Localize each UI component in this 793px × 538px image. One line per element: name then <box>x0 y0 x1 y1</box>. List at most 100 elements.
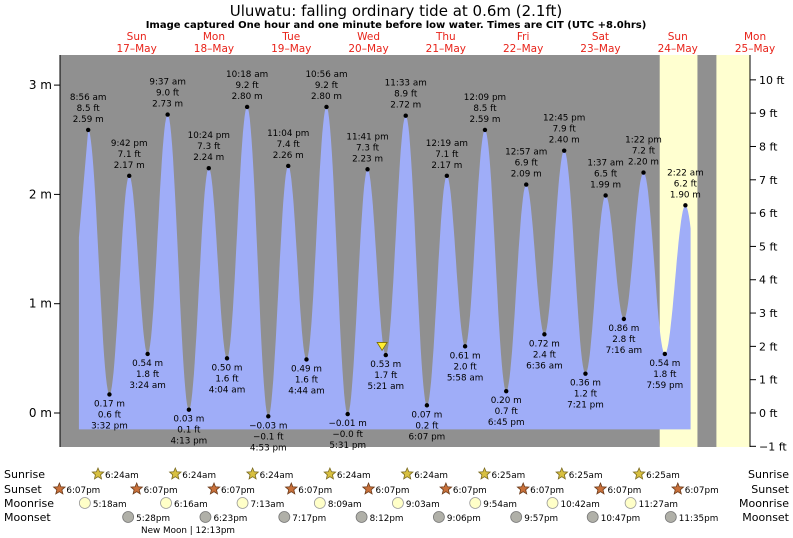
low-time: 5:58 am <box>447 373 484 383</box>
high-ft: 9.0 ft <box>156 89 180 99</box>
low-tide-point <box>504 388 509 394</box>
high-tide-point <box>85 127 91 133</box>
day-date: 17–May <box>116 43 156 55</box>
sunset-icon <box>129 481 144 495</box>
high-tide-point <box>365 167 370 172</box>
low-tide-point <box>345 411 350 417</box>
low-ft: 1.8 ft <box>136 370 160 380</box>
high-ft: 7.1 ft <box>118 150 142 160</box>
moonrise-icon <box>624 497 637 509</box>
moonset-icon <box>510 511 523 523</box>
current-level-marker <box>376 342 388 352</box>
high-m: 2.20 m <box>628 158 659 168</box>
sunrise-icon <box>477 466 492 480</box>
low-ft: 2.4 ft <box>533 350 557 360</box>
sunset-time: 6:07pm <box>607 486 641 496</box>
low-tide-point <box>542 332 547 337</box>
day-labels: Sun17–MayMon18–MayTue19–MayWed20–MayThu2… <box>116 31 775 55</box>
moonrise-label-left: Moonrise <box>4 497 54 510</box>
moonset-icon <box>586 511 599 523</box>
moonrise-icon <box>469 497 482 509</box>
low-tide-point <box>145 351 150 357</box>
chart-subtitle: Image captured One hour and one minute b… <box>146 20 647 31</box>
high-time: 12:09 pm <box>464 93 506 103</box>
moonrise-icon <box>160 497 172 509</box>
sunset-time: 6:07pm <box>221 486 255 496</box>
low-m: 0.72 m <box>529 339 560 349</box>
high-time: 2:22 am <box>667 168 704 178</box>
high-time: 12:19 am <box>426 139 468 149</box>
low-tide-point <box>621 316 627 322</box>
moonrise-time: 5:18am <box>93 500 127 510</box>
high-ft: 9.2 ft <box>236 81 260 91</box>
high-time: 11:04 pm <box>267 129 309 139</box>
high-ft: 9.2 ft <box>315 81 339 91</box>
low-tide-point <box>224 356 230 361</box>
sunset-icon <box>361 481 376 495</box>
moonset-icon <box>199 511 212 523</box>
low-time: 7:21 pm <box>567 401 604 411</box>
low-m: 0.49 m <box>291 364 322 374</box>
low-time: 4:13 pm <box>171 437 208 447</box>
day-name: Sun <box>127 31 147 43</box>
low-m: 0.50 m <box>212 363 243 373</box>
moonset-label-right: Moonset <box>742 511 789 524</box>
ft-tick-label: 5 ft <box>759 240 778 253</box>
low-time: 7:16 am <box>606 346 643 356</box>
tide-area <box>78 107 691 430</box>
high-ft: 6.5 ft <box>594 169 618 179</box>
high-time: 12:57 am <box>505 148 547 158</box>
moonrise-time: 9:03am <box>406 500 440 510</box>
high-m: 2.40 m <box>549 136 580 146</box>
sunset-label-right: Sunset <box>751 483 789 496</box>
low-tide-point <box>583 371 588 376</box>
sunrise-time: 6:24am <box>105 471 139 481</box>
sunrise-icon <box>400 466 414 480</box>
moonset-label-left: Moonset <box>4 511 51 524</box>
moonset-time: 8:12pm <box>370 514 404 524</box>
m-tick-label: 0 m <box>29 406 52 420</box>
high-time: 11:41 pm <box>346 132 388 142</box>
low-m: 0.36 m <box>570 379 601 389</box>
sunrise-icon <box>168 466 182 480</box>
low-m: 0.54 m <box>132 359 163 369</box>
low-m: 0.20 m <box>491 396 522 406</box>
low-time: 3:32 pm <box>91 421 128 431</box>
moonset-icon <box>355 511 368 523</box>
high-m: 1.99 m <box>590 180 621 190</box>
high-ft: 7.9 ft <box>553 125 577 135</box>
sunset-label-left: Sunset <box>4 483 42 496</box>
high-m: 2.80 m <box>232 92 263 102</box>
high-tide-point <box>444 173 450 179</box>
high-m: 2.26 m <box>273 151 304 161</box>
high-tide-point <box>482 127 488 133</box>
ft-tick-label: 6 ft <box>759 207 778 220</box>
high-tide-point <box>683 203 688 208</box>
sunrise-label-right: Sunrise <box>748 468 789 481</box>
day-name: Wed <box>357 31 380 43</box>
high-m: 2.17 m <box>431 161 462 171</box>
sunset-time: 6:07pm <box>453 486 487 496</box>
low-time: 6:07 pm <box>409 432 446 442</box>
high-time: 10:56 am <box>305 70 347 80</box>
high-ft: 6.9 ft <box>515 159 539 169</box>
ft-tick-label: 0 ft <box>759 407 778 420</box>
low-m: 0.53 m <box>370 360 401 370</box>
high-ft: 6.2 ft <box>674 179 698 189</box>
low-m: 0.07 m <box>411 410 442 420</box>
m-tick-label: 3 m <box>29 78 52 92</box>
moonset-time: 11:35pm <box>679 514 719 524</box>
ft-tick-label: −1 ft <box>759 440 787 453</box>
day-date: 19–May <box>271 43 311 55</box>
high-m: 2.17 m <box>114 161 145 171</box>
high-ft: 7.3 ft <box>197 142 221 152</box>
sunset-time: 6:07pm <box>298 486 332 496</box>
low-ft: 1.6 ft <box>295 375 319 385</box>
high-tide-point <box>603 193 608 198</box>
night-band <box>697 55 717 447</box>
sunset-time: 6:07pm <box>530 486 564 496</box>
day-date: 23–May <box>580 43 620 55</box>
axes: 0 m 1 m 2 m 3 m −1 ft 0 ft 1 ft 2 ft 3 ft 4 ft 5 f… <box>29 55 787 453</box>
day-date: 18–May <box>194 43 234 55</box>
